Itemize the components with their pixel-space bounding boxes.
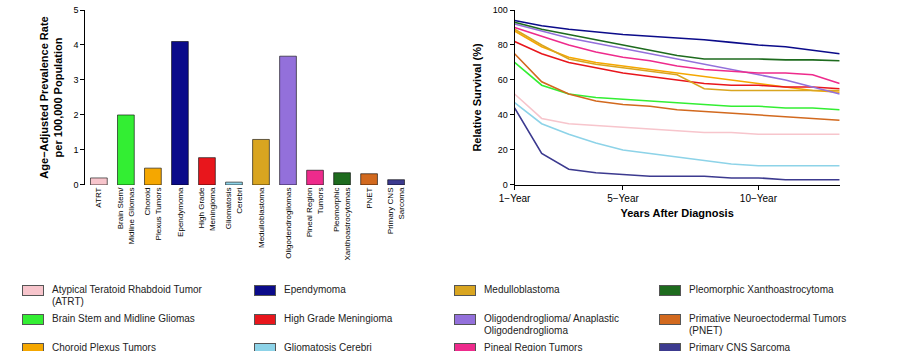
svg-text:Relative Survival (%): Relative Survival (%) (471, 43, 483, 152)
svg-text:1: 1 (74, 145, 79, 155)
svg-text:100: 100 (493, 5, 508, 15)
svg-text:5: 5 (74, 5, 79, 15)
html-text:High Grade Meningioma: High Grade Meningioma (284, 313, 393, 324)
svg-text:2: 2 (74, 110, 79, 120)
svg-text:0: 0 (74, 180, 79, 190)
svg-text:1−Year: 1−Year (499, 193, 531, 204)
svg-text:GliomatosisCerebri: GliomatosisCerebri (224, 187, 243, 229)
html-text:Atypical Teratoid Rhabdoid Tum: Atypical Teratoid Rhabdoid Tumor (ATRT) (52, 284, 202, 307)
svg-text:80: 80 (498, 40, 508, 50)
svg-text:10−Year: 10−Year (740, 193, 778, 204)
html-text:Brain Stem and Midline Gliomas: Brain Stem and Midline Gliomas (52, 313, 195, 324)
svg-text:Primary CNSSarcoma: Primary CNSSarcoma (386, 187, 405, 234)
svg-text:3: 3 (74, 75, 79, 85)
svg-text:Years After Diagnosis: Years After Diagnosis (620, 207, 733, 219)
svg-text:Pineal RegionTumors: Pineal RegionTumors (305, 188, 324, 238)
html-text:Oligodendroglioma/ Anaplastic: Oligodendroglioma/ Anaplastic Oligodendr… (484, 313, 620, 336)
svg-text:Medulloblastoma: Medulloblastoma (257, 187, 266, 248)
svg-text:High GradeMeningioma: High GradeMeningioma (197, 187, 216, 231)
svg-text:4: 4 (74, 40, 79, 50)
svg-text:PNET: PNET (365, 187, 374, 208)
svg-text:60: 60 (498, 75, 508, 85)
html-text:Pleomorphic Xanthoastrocytoma: Pleomorphic Xanthoastrocytoma (689, 284, 834, 295)
svg-text:ChoroidPlexus Tumors: ChoroidPlexus Tumors (143, 188, 162, 241)
svg-text:Ependymoma: Ependymoma (176, 187, 185, 237)
svg-text:20: 20 (498, 145, 508, 155)
html-text:Medulloblastoma: Medulloblastoma (484, 284, 560, 295)
svg-text:ATRT: ATRT (94, 187, 103, 207)
html-text:Ependymoma: Ependymoma (284, 284, 346, 295)
svg-text:Oligodendrogliomas: Oligodendrogliomas (284, 188, 293, 259)
svg-text:40: 40 (498, 110, 508, 120)
svg-text:PleomorphicXanthoastrocytomas: PleomorphicXanthoastrocytomas (332, 188, 351, 261)
svg-text:Brain Stem/Midline Gliomas: Brain Stem/Midline Gliomas (116, 187, 135, 245)
svg-text:0: 0 (503, 180, 508, 190)
html-text:Primative Neuroectodermal Tumo: Primative Neuroectodermal Tumors (PNET) (689, 313, 847, 336)
svg-text:Age−Adjusted Prevalence Ratepe: Age−Adjusted Prevalence Rateper 100,000 … (38, 16, 64, 178)
svg-text:5−Year: 5−Year (607, 193, 639, 204)
